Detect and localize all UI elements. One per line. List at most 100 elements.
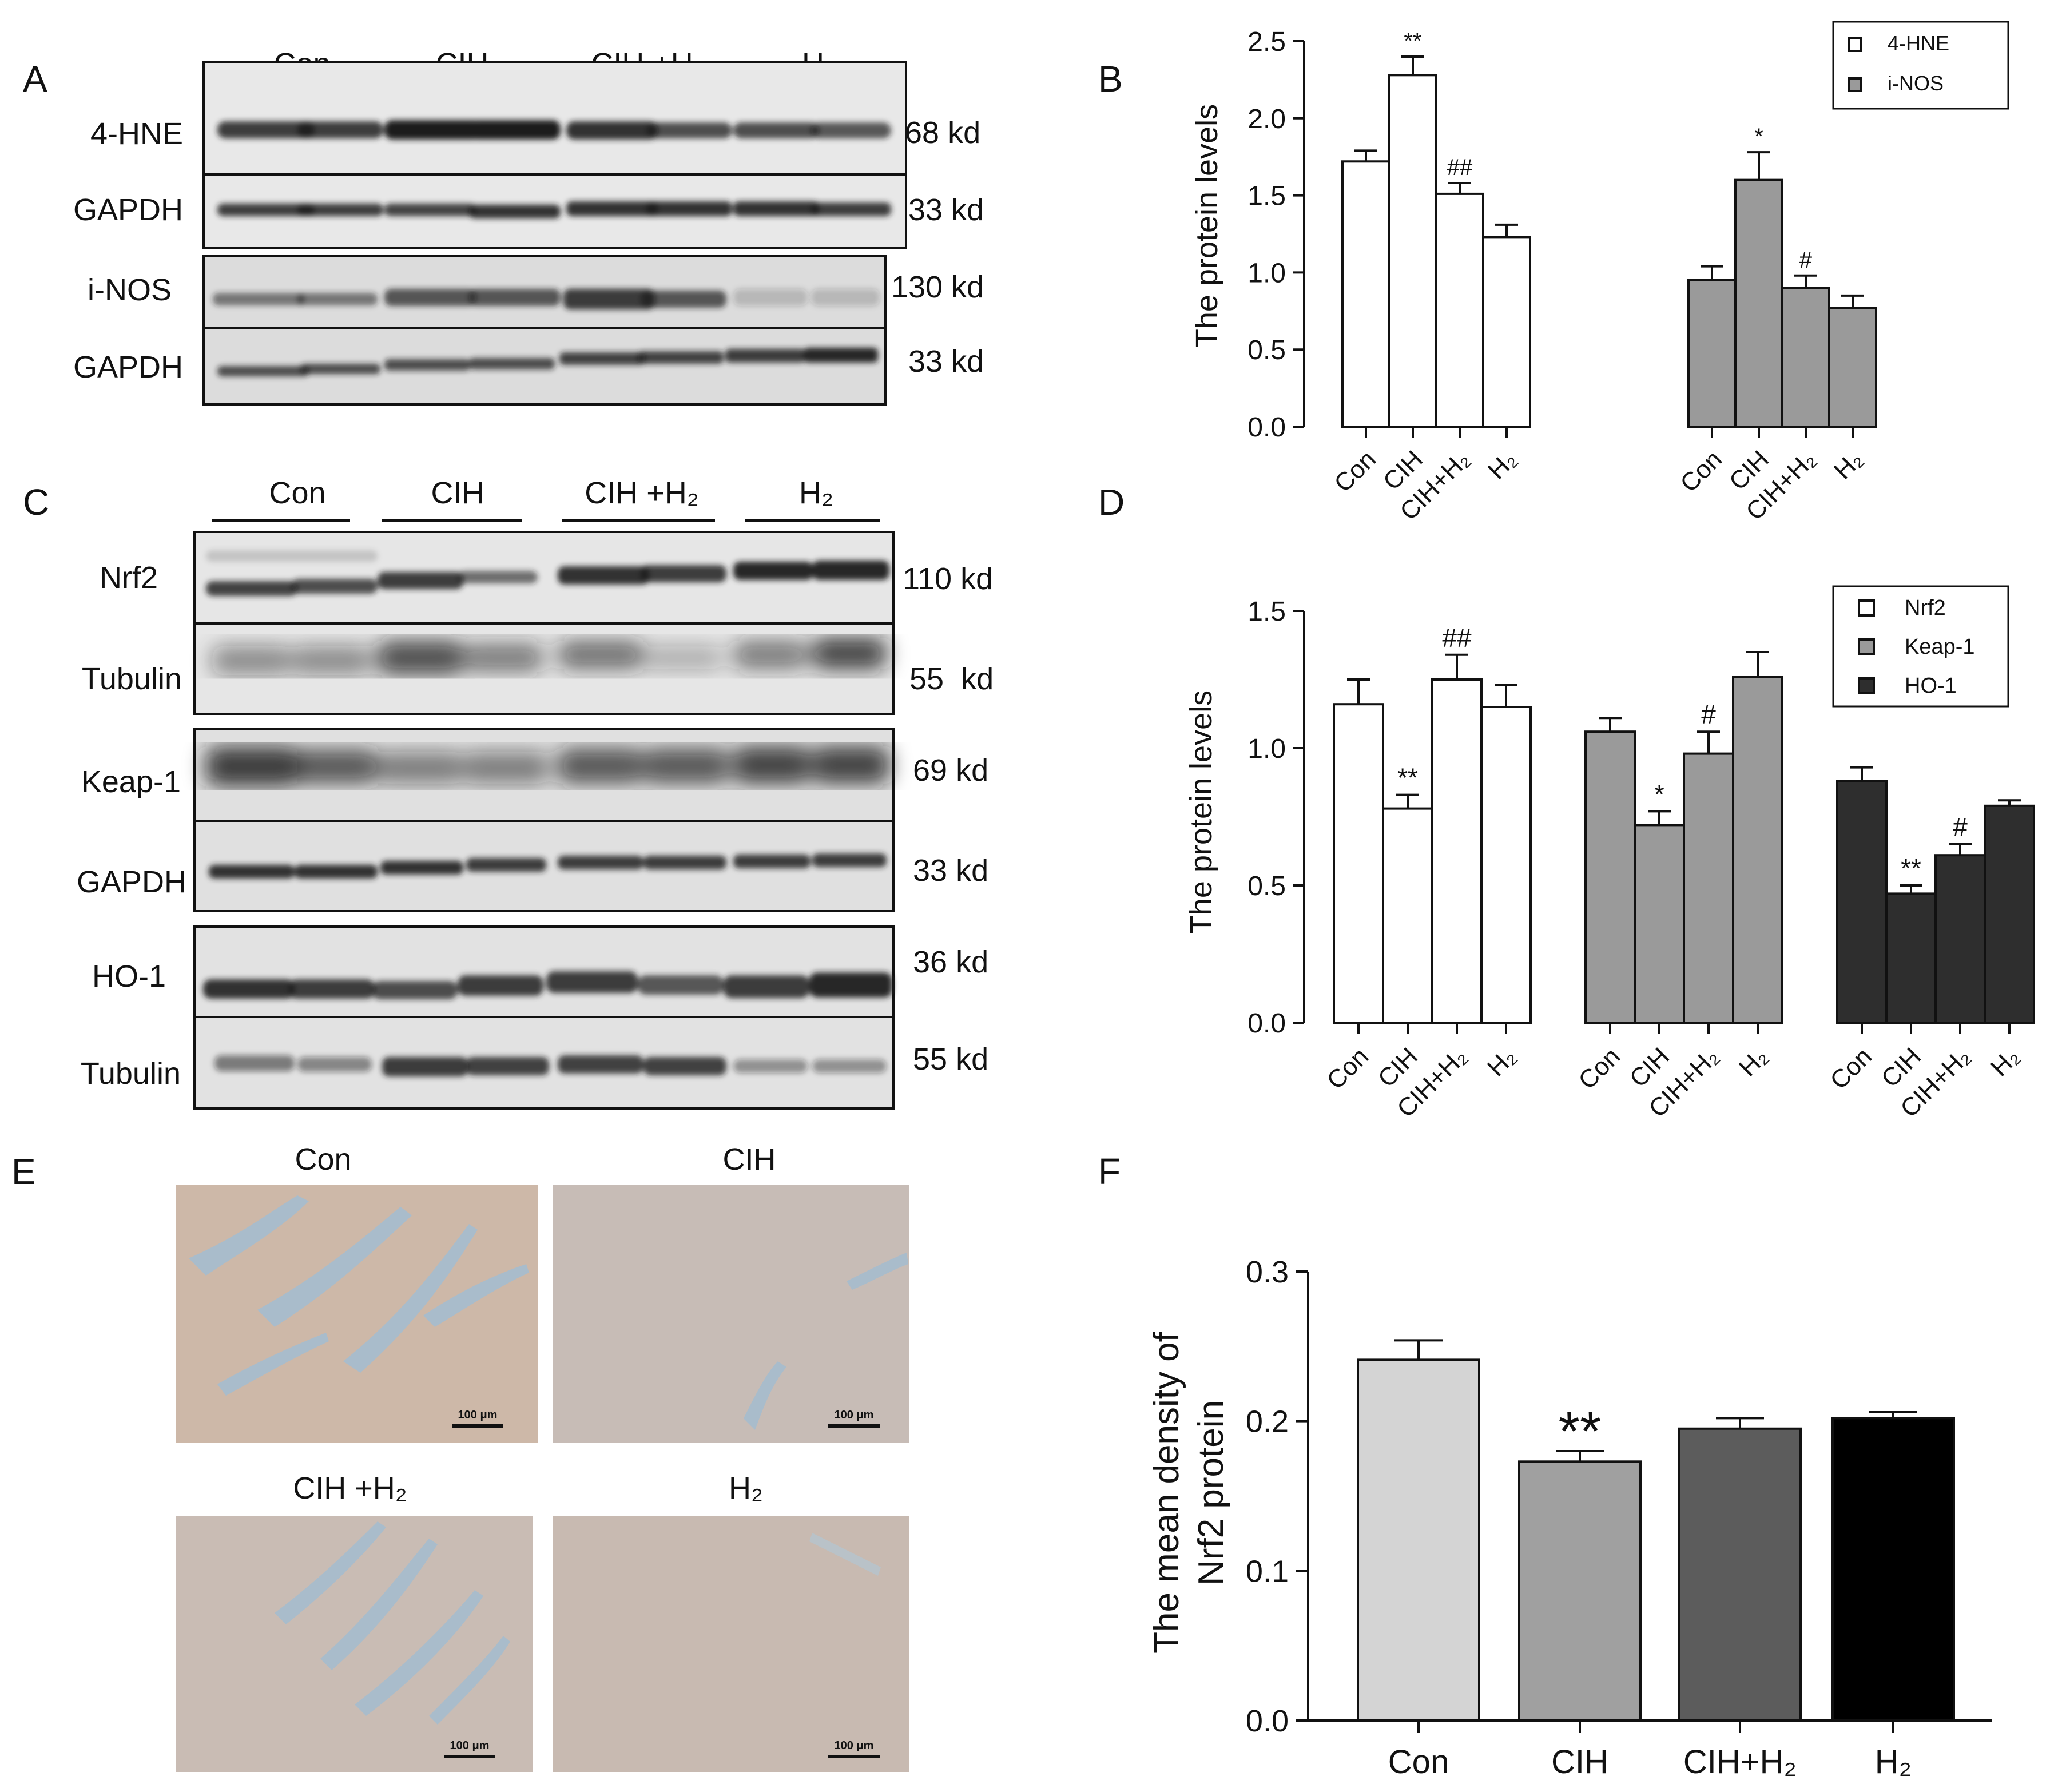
blot-c-group-con: Con [269, 476, 325, 510]
panel-letter-a: A [23, 58, 47, 100]
bar [1687, 279, 1737, 428]
bar [1934, 854, 1986, 1024]
x-tick-label: Con [1321, 1042, 1374, 1095]
panel-letter-f: F [1098, 1151, 1121, 1192]
significance-label: * [1754, 124, 1763, 149]
blot-a-kd-label: 130 kd [891, 270, 984, 304]
x-tick-label: H₂ [1875, 1743, 1912, 1781]
blot-bands-gapdh-a1 [217, 201, 891, 218]
blot-c-group-h2: H₂ [799, 476, 833, 510]
bar [1683, 752, 1734, 1024]
panel-letter-e: E [11, 1151, 36, 1192]
y-tick-label: 0.0 [1246, 1704, 1289, 1738]
chart-d-legend-swatch-0 [1858, 599, 1875, 617]
chart-b-ylabel: The protein levels [1190, 104, 1224, 348]
ihc-image-h2: 100 μm [553, 1516, 909, 1772]
x-tick-label: H₂ [1482, 1042, 1521, 1082]
chart-f-ylabel-line1: The mean density of [1147, 1332, 1186, 1654]
y-tick-label: 1.5 [1247, 181, 1286, 212]
blot-bands-keap1 [206, 746, 889, 786]
blot-membrane [202, 61, 907, 249]
blot-bands-nrf2 [206, 550, 889, 596]
y-tick-label: 2.5 [1247, 27, 1286, 57]
x-tick-label: Con [1825, 1042, 1877, 1095]
blot-panel-a: Con CIH CIH +H₂ H₂ 4-HNE GAPDH i-NOS GAP… [73, 47, 984, 406]
blot-c-group-cih-h2: CIH +H₂ [585, 476, 699, 510]
chart-d-legend-label-0: Nrf2 [1905, 596, 1946, 620]
blot-bands-gapdh-a2 [217, 348, 878, 376]
significance-label: # [1799, 248, 1813, 273]
chart-b-legend-label-1: i-NOS [1888, 71, 1944, 95]
bar [1831, 1417, 1955, 1722]
ihc-scale-label: 100 μm [458, 1409, 498, 1421]
bar [1734, 178, 1783, 428]
x-tick-label: Con [1675, 445, 1727, 498]
y-tick-label: 0.5 [1247, 871, 1286, 901]
y-tick-label: 0.3 [1246, 1255, 1289, 1289]
bar [1984, 804, 2035, 1024]
chart-f-plot: 0.0 0.1 0.2 0.3 Con CIH ** CIH+H₂ H₂ [1246, 1255, 1992, 1781]
y-tick-label: 0.5 [1247, 335, 1286, 365]
chart-b-legend-label-0: 4-HNE [1888, 31, 1949, 55]
chart-b: The protein levels 0.0 0.5 1.0 1.5 2.0 2.5 Con… [1190, 21, 2009, 526]
blot-c-row-label: Keap-1 [81, 765, 181, 799]
significance-label: ** [1559, 1401, 1602, 1462]
blot-c-kd-label: 55 kd [913, 1042, 988, 1076]
blot-c-row-label: GAPDH [77, 865, 186, 899]
blot-a-kd-label: 33 kd [908, 193, 984, 227]
x-tick-label: CIH+H₂ [1683, 1743, 1797, 1781]
y-tick-label: 0.2 [1246, 1405, 1289, 1439]
blot-c-kd-label: 110 kd [903, 562, 993, 596]
bar [1431, 678, 1483, 1024]
bar [1828, 307, 1877, 428]
blot-bands-tubulin-c2 [214, 1055, 887, 1076]
significance-label: ** [1404, 29, 1421, 54]
ihc-image-cih: 100 μm [553, 1185, 909, 1443]
bar [1480, 706, 1532, 1024]
bar [1435, 192, 1484, 428]
blot-c-kd-label: 33 kd [913, 853, 988, 888]
y-tick-label: 1.0 [1247, 734, 1286, 764]
blot-c-row-label: Tubulin [82, 662, 182, 696]
blot-bands-tubulin-c1 [212, 638, 887, 675]
x-tick-label: H₂ [1734, 1042, 1773, 1082]
blot-c-group-cih: CIH [431, 476, 484, 510]
x-tick-label: H₂ [1829, 445, 1868, 484]
blot-c-row-label: HO-1 [92, 959, 166, 994]
ihc-scale-label: 100 μm [835, 1739, 874, 1752]
bar [1584, 730, 1636, 1024]
panel-letter-b: B [1098, 58, 1123, 100]
significance-label: ** [1901, 853, 1921, 883]
significance-label: * [1654, 779, 1664, 809]
blot-a-row-label: GAPDH [73, 350, 183, 384]
ihc-scale-label: 100 μm [835, 1409, 874, 1421]
blot-bands-4hne [217, 120, 891, 140]
y-tick-label: 2.0 [1247, 104, 1286, 134]
bar [1357, 1358, 1480, 1722]
significance-label: ## [1442, 623, 1472, 653]
chart-f: The mean density of Nrf2 protein 0.0 0.1 0… [1147, 1255, 1992, 1781]
x-tick-label: Con [1573, 1042, 1626, 1095]
y-tick-label: 1.0 [1247, 258, 1286, 288]
blot-bands-ho1 [203, 971, 892, 999]
chart-d-legend-label-1: Keap-1 [1905, 635, 1975, 659]
y-tick-label: 0.0 [1247, 1008, 1286, 1039]
ihc-title-cih-h2: CIH +H₂ [293, 1471, 407, 1505]
blot-panel-c: Con CIH CIH +H₂ H₂ Nrf2 Tubulin Keap-1 G… [77, 476, 994, 1110]
blot-c-row-label: Tubulin [81, 1056, 181, 1091]
bar [1518, 1460, 1642, 1722]
chart-d-legend-label-2: HO-1 [1905, 674, 1957, 698]
chart-d-legend-swatch-1 [1858, 638, 1875, 655]
bar [1482, 236, 1531, 428]
y-tick-label: 0.1 [1246, 1554, 1289, 1588]
chart-d-ylabel: The protein levels [1184, 690, 1218, 934]
bar [1885, 892, 1937, 1024]
bar [1836, 780, 1888, 1024]
chart-b-legend-swatch-1 [1848, 77, 1862, 92]
chart-b-legend: 4-HNE i-NOS [1832, 21, 2009, 110]
chart-f-ylabel-line2: Nrf2 protein [1191, 1400, 1231, 1586]
blot-c-kd-label: 55 kd [909, 662, 994, 696]
ihc-title-cih: CIH [723, 1142, 776, 1177]
